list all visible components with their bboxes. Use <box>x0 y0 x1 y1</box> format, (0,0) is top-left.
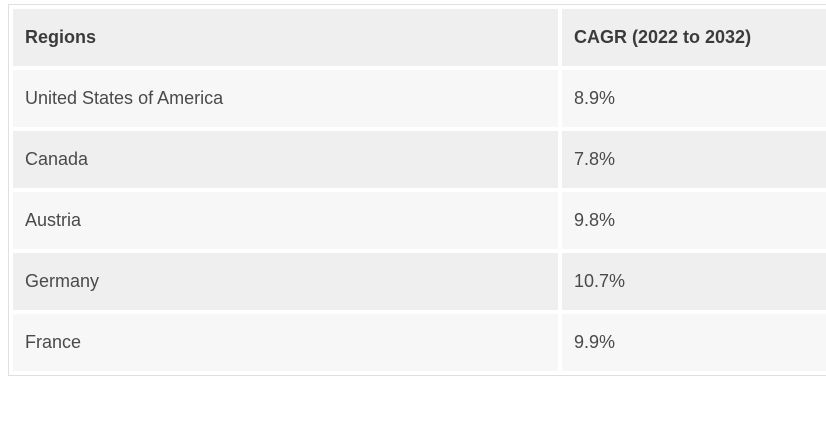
region-cell: Germany <box>13 253 558 310</box>
table-row: France 9.9% <box>13 314 826 371</box>
column-header-regions: Regions <box>13 9 558 66</box>
cagr-cell: 8.9% <box>562 70 826 127</box>
column-header-cagr: CAGR (2022 to 2032) <box>562 9 826 66</box>
cagr-cell: 10.7% <box>562 253 826 310</box>
table-row: Germany 10.7% <box>13 253 826 310</box>
cagr-cell: 9.9% <box>562 314 826 371</box>
region-cell: United States of America <box>13 70 558 127</box>
table-row: Canada 7.8% <box>13 131 826 188</box>
cagr-table-container: Regions CAGR (2022 to 2032) United State… <box>8 4 826 376</box>
cagr-by-region-table: Regions CAGR (2022 to 2032) United State… <box>9 5 826 375</box>
region-cell: Austria <box>13 192 558 249</box>
header-row: Regions CAGR (2022 to 2032) <box>13 9 826 66</box>
cagr-cell: 9.8% <box>562 192 826 249</box>
cagr-cell: 7.8% <box>562 131 826 188</box>
table-row: United States of America 8.9% <box>13 70 826 127</box>
table-row: Austria 9.8% <box>13 192 826 249</box>
region-cell: France <box>13 314 558 371</box>
region-cell: Canada <box>13 131 558 188</box>
